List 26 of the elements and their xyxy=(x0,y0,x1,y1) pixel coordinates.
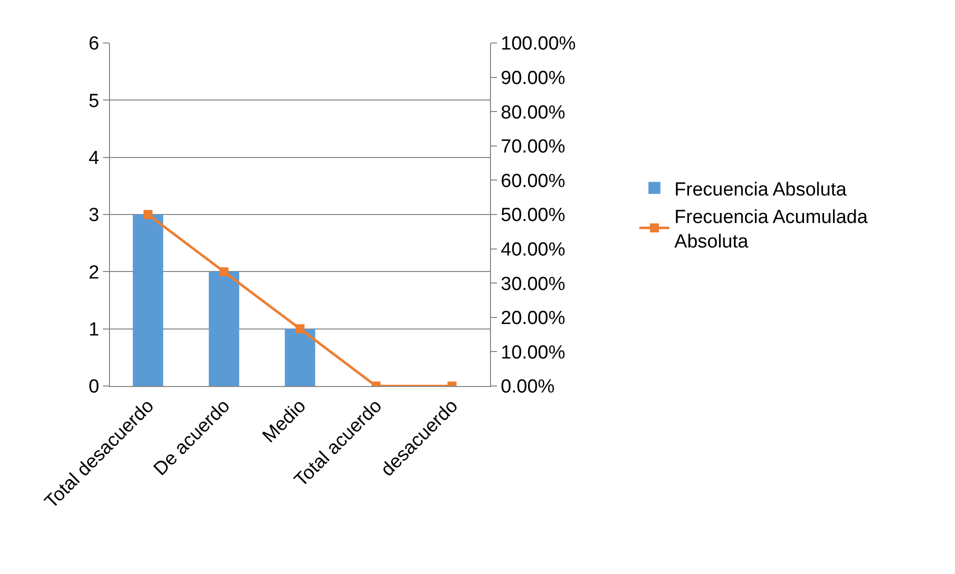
y2-tick-label: 70.00% xyxy=(500,136,566,158)
bar xyxy=(208,272,240,386)
y-tick-label: 0 xyxy=(88,376,100,398)
y-tick-label: 4 xyxy=(88,148,100,169)
y2-tick-label: 80.00% xyxy=(500,102,566,124)
point xyxy=(296,324,304,334)
bar xyxy=(132,214,164,386)
y2-tick-label: 20.00% xyxy=(500,308,566,330)
y2-tick-label: 10.00% xyxy=(500,342,566,364)
y2-tick-label: 30.00% xyxy=(500,274,566,295)
y2-tick-label: 100.00% xyxy=(500,34,576,55)
bar xyxy=(284,328,316,386)
y-tick-label: 2 xyxy=(88,262,100,284)
y2-tick-label: 40.00% xyxy=(500,239,566,260)
y2-tick-label: 90.00% xyxy=(500,68,566,89)
legend-label: Frecuencia Absoluta xyxy=(674,179,847,200)
y-tick-label: 3 xyxy=(88,205,100,226)
y2-tick-label: 60.00% xyxy=(500,170,566,192)
y-tick-label: 5 xyxy=(88,90,100,112)
y2-tick-label: 50.00% xyxy=(500,205,566,226)
point xyxy=(220,267,228,276)
point xyxy=(144,210,152,219)
y-tick-label: 6 xyxy=(88,34,100,55)
legend-label: Frecuencia Acumulada Absoluta xyxy=(674,206,868,253)
y2-tick-label: 0.00% xyxy=(500,376,555,398)
y-tick-label: 1 xyxy=(88,319,100,340)
